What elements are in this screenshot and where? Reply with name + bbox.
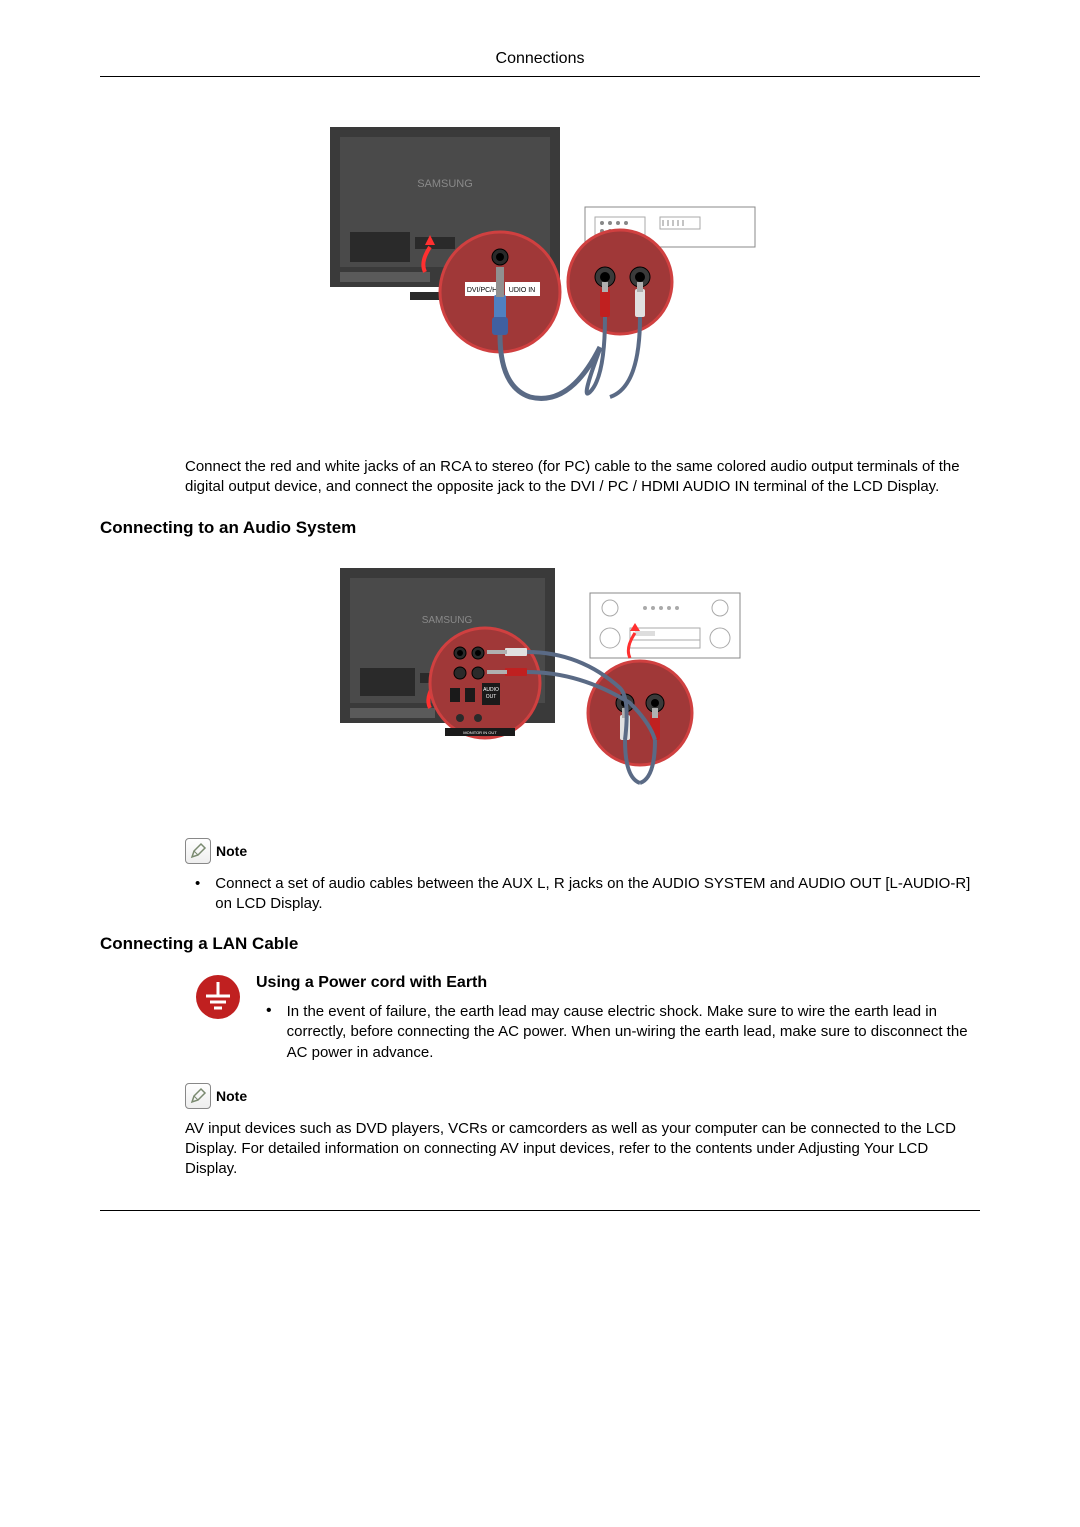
earth-bullet: • In the event of failure, the earth lea… xyxy=(256,1002,980,1063)
rca-plug-white-2 xyxy=(505,648,527,656)
note-bullet-list-1: • Connect a set of audio cables between … xyxy=(185,874,980,915)
svg-text:OUT: OUT xyxy=(486,694,497,700)
note-label-1: Note xyxy=(216,843,247,859)
diagram-rca-to-stereo: SAMSUNG DVI/PC/H UDIO IN xyxy=(100,117,980,427)
pencil-icon xyxy=(189,842,207,860)
stereo-plug xyxy=(494,295,506,320)
earth-content: Using a Power cord with Earth • In the e… xyxy=(256,974,980,1063)
port-label-left: DVI/PC/H xyxy=(467,287,497,294)
earth-icon xyxy=(195,974,241,1025)
heading-audio-system: Connecting to an Audio System xyxy=(100,518,980,538)
rca-plug-red-2 xyxy=(505,668,527,676)
note-row-2: Note xyxy=(185,1083,980,1109)
monitor-ports xyxy=(350,232,410,262)
paragraph-rca: Connect the red and white jacks of an RC… xyxy=(185,457,980,498)
note-row-1: Note xyxy=(185,838,980,864)
header-title: Connections xyxy=(496,50,585,67)
port-label-right: UDIO IN xyxy=(509,287,535,294)
earth-section: Using a Power cord with Earth • In the e… xyxy=(195,974,980,1063)
pencil-icon xyxy=(189,1087,207,1105)
monitor-brand-2: SAMSUNG xyxy=(422,615,473,626)
rca-plug-white xyxy=(635,289,645,317)
svg-text:AUDIO: AUDIO xyxy=(483,687,499,693)
heading-lan-cable: Connecting a LAN Cable xyxy=(100,934,980,954)
earth-text: In the event of failure, the earth lead … xyxy=(287,1002,980,1063)
diagram-audio-system: SAMSUNG AUDIO OUT MONITOR IN OUT xyxy=(100,558,980,808)
rca-plug-red xyxy=(600,289,610,317)
connection-diagram-1: SAMSUNG DVI/PC/H UDIO IN xyxy=(320,117,760,427)
bullet-text: Connect a set of audio cables between th… xyxy=(215,874,980,915)
note-icon xyxy=(185,838,211,864)
footer-rule xyxy=(100,1210,980,1211)
note-label-2: Note xyxy=(216,1088,247,1104)
earth-heading: Using a Power cord with Earth xyxy=(256,974,980,992)
callout-circle-right xyxy=(568,230,672,334)
bullet-marker: • xyxy=(266,1002,272,1063)
monitor-brand: SAMSUNG xyxy=(417,178,473,190)
svg-text:MONITOR IN OUT: MONITOR IN OUT xyxy=(463,730,497,735)
page-header: Connections xyxy=(100,50,980,77)
note-text-2: AV input devices such as DVD players, VC… xyxy=(185,1119,980,1180)
bullet-marker: • xyxy=(195,874,200,915)
connection-diagram-2: SAMSUNG AUDIO OUT MONITOR IN OUT xyxy=(330,558,750,808)
bullet-item: • Connect a set of audio cables between … xyxy=(185,874,980,915)
note-icon xyxy=(185,1083,211,1109)
